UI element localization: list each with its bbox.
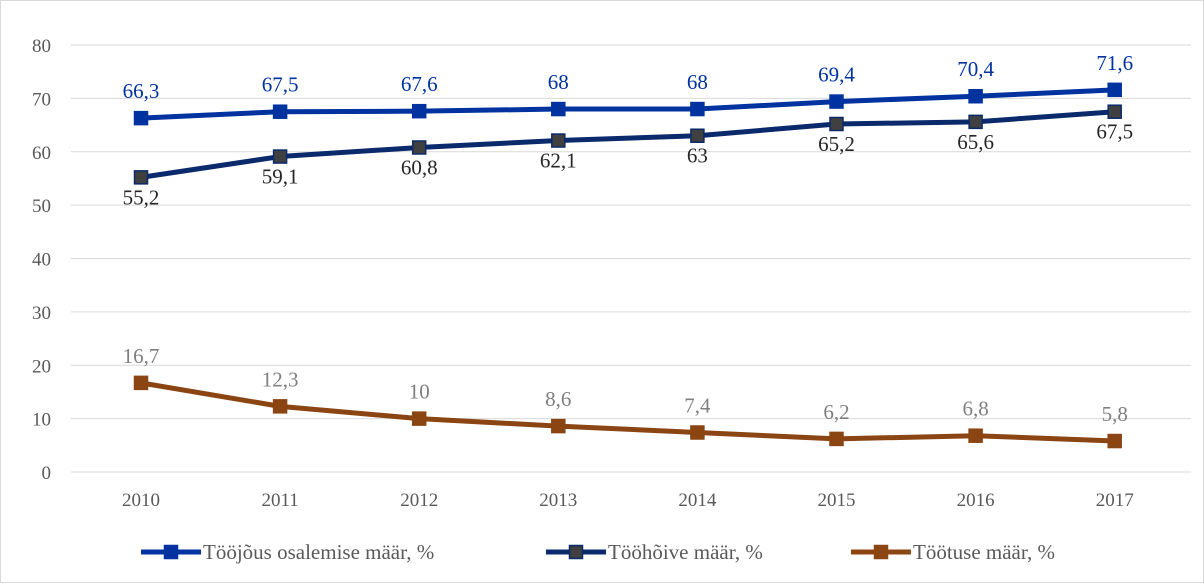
y-tick-label: 40 <box>32 250 51 271</box>
data-point <box>272 399 288 414</box>
data-point <box>968 88 983 104</box>
legend-label: Tööjõus osalemise määr, % <box>203 540 434 564</box>
data-label: 62,1 <box>540 149 577 173</box>
data-label: 68 <box>687 70 708 94</box>
data-point <box>411 140 427 155</box>
data-point <box>133 170 149 185</box>
x-tick-label: 2016 <box>957 490 995 511</box>
x-tick-label: 2015 <box>818 490 856 511</box>
data-point <box>411 411 427 426</box>
legend-marker <box>873 544 889 560</box>
data-point <box>829 116 844 132</box>
legend-label: Töötuse määr, % <box>913 540 1055 564</box>
data-point <box>133 110 149 126</box>
data-point <box>551 101 566 117</box>
data-point <box>133 375 149 391</box>
y-tick-label: 0 <box>42 463 52 484</box>
data-label: 5,8 <box>1102 402 1128 426</box>
legend-marker <box>568 544 584 560</box>
data-label: 63 <box>687 144 708 168</box>
series-line <box>138 109 1118 180</box>
y-tick-label: 60 <box>32 143 51 164</box>
data-point <box>551 418 566 434</box>
x-tick-label: 2014 <box>678 490 717 511</box>
y-tick-label: 30 <box>32 303 51 324</box>
y-tick-label: 70 <box>32 89 51 110</box>
data-point <box>551 133 566 148</box>
data-label: 67,5 <box>262 73 299 97</box>
data-label: 67,5 <box>1096 120 1133 144</box>
y-tick-label: 50 <box>32 196 51 217</box>
data-point <box>1107 104 1122 119</box>
data-point <box>690 128 705 143</box>
series-line <box>138 380 1118 444</box>
x-tick-label: 2011 <box>261 490 298 511</box>
data-point <box>411 103 427 119</box>
data-label: 12,3 <box>262 367 299 391</box>
legend-marker <box>163 544 179 560</box>
data-point <box>690 101 705 117</box>
data-label: 69,4 <box>818 63 855 87</box>
data-point <box>829 94 844 109</box>
data-label: 70,4 <box>957 57 994 81</box>
data-label: 59,1 <box>262 165 299 189</box>
data-point <box>1107 82 1122 98</box>
data-point <box>272 104 288 119</box>
data-point <box>829 431 844 447</box>
legend-label: Tööhõive määr, % <box>608 540 763 564</box>
y-tick-label: 80 <box>32 36 51 57</box>
x-tick-label: 2013 <box>539 490 577 511</box>
data-point <box>272 149 288 164</box>
data-label: 55,2 <box>123 185 160 209</box>
y-tick-label: 10 <box>32 410 51 431</box>
data-label: 60,8 <box>401 155 438 179</box>
y-tick-label: 20 <box>32 356 51 377</box>
data-label: 8,6 <box>545 387 571 411</box>
series-line <box>138 87 1118 121</box>
x-tick-label: 2010 <box>122 490 160 511</box>
data-point <box>1107 433 1122 449</box>
data-point <box>968 114 983 130</box>
data-label: 68 <box>548 70 569 94</box>
data-label: 66,3 <box>123 79 160 103</box>
data-label: 10 <box>409 380 430 404</box>
x-tick-label: 2017 <box>1096 490 1134 511</box>
x-tick-label: 2012 <box>400 490 438 511</box>
data-label: 6,8 <box>962 397 988 421</box>
data-label: 16,7 <box>123 344 160 368</box>
data-point <box>968 428 983 443</box>
data-label: 67,6 <box>401 72 438 96</box>
data-label: 65,2 <box>818 132 855 156</box>
data-point <box>690 425 705 440</box>
data-label: 6,2 <box>823 400 849 424</box>
data-label: 71,6 <box>1096 51 1133 75</box>
data-label: 7,4 <box>684 394 711 418</box>
data-label: 65,6 <box>957 130 994 154</box>
